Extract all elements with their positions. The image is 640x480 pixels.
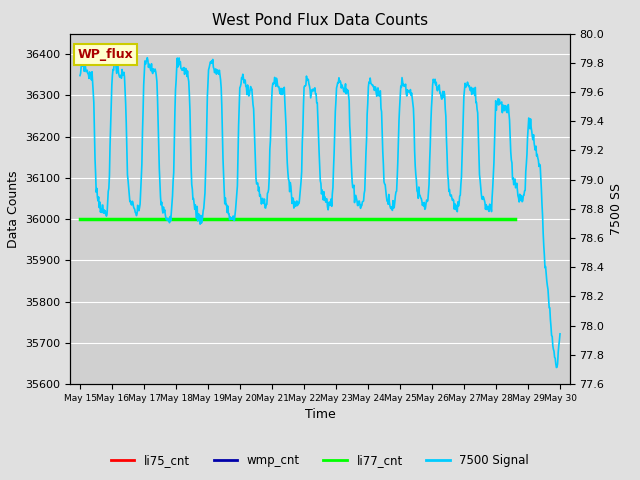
Text: WP_flux: WP_flux — [78, 48, 134, 61]
Title: West Pond Flux Data Counts: West Pond Flux Data Counts — [212, 13, 428, 28]
Y-axis label: Data Counts: Data Counts — [7, 170, 20, 248]
Y-axis label: 7500 SS: 7500 SS — [610, 183, 623, 235]
X-axis label: Time: Time — [305, 408, 335, 421]
Legend: li75_cnt, wmp_cnt, li77_cnt, 7500 Signal: li75_cnt, wmp_cnt, li77_cnt, 7500 Signal — [106, 449, 534, 472]
